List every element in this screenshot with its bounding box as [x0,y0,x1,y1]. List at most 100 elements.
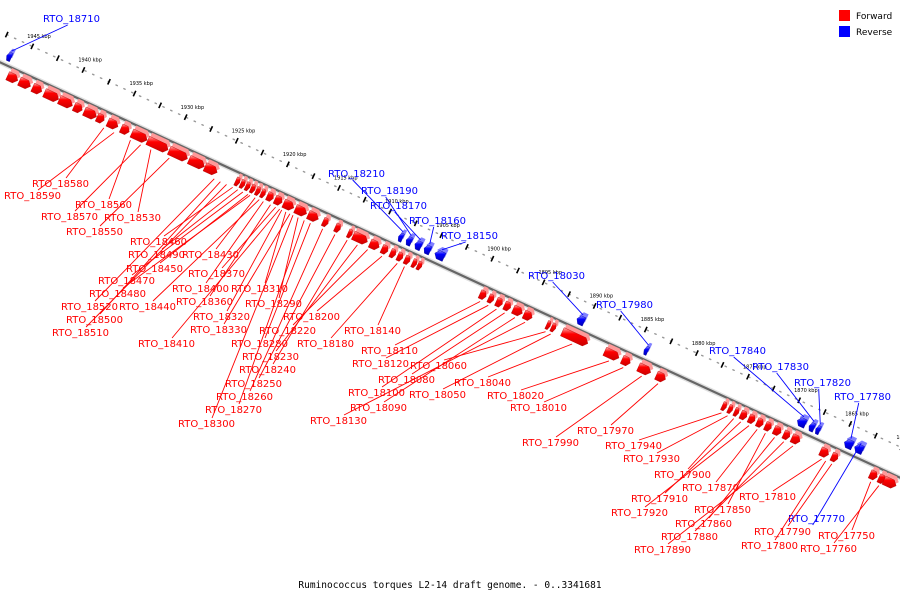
gene-label[interactable]: RTO_18090 [350,403,407,414]
forward-gene-feature[interactable] [57,95,73,109]
reverse-gene-feature[interactable] [6,51,14,62]
forward-gene-feature[interactable] [17,76,31,89]
gene-label[interactable]: RTO_18570 [41,212,98,223]
gene-label[interactable]: RTO_18560 [75,200,132,211]
gene-label[interactable]: RTO_17990 [522,438,579,449]
forward-gene-feature[interactable] [738,409,748,421]
gene-label[interactable]: RTO_18150 [441,231,498,242]
gene-label[interactable]: RTO_18410 [138,339,195,350]
gene-label[interactable]: RTO_17900 [654,470,711,481]
gene-label[interactable]: RTO_18400 [172,284,229,295]
gene-label[interactable]: RTO_18370 [188,269,245,280]
gene-label[interactable]: RTO_18710 [43,14,100,25]
reverse-gene-feature[interactable] [808,422,817,433]
reverse-gene-feature[interactable] [643,345,650,356]
forward-gene-feature[interactable] [818,446,829,458]
forward-gene-feature[interactable] [259,188,266,199]
gene-label[interactable]: RTO_18520 [61,302,118,313]
forward-gene-feature[interactable] [265,191,274,202]
gene-label[interactable]: RTO_17970 [577,426,634,437]
reverse-gene-feature[interactable] [797,417,808,429]
gene-label[interactable]: RTO_18190 [361,186,418,197]
forward-gene-feature[interactable] [248,183,256,194]
forward-gene-feature[interactable] [5,71,19,84]
forward-gene-feature[interactable] [293,204,307,217]
forward-gene-feature[interactable] [789,433,801,445]
gene-label[interactable]: RTO_18120 [352,359,409,370]
gene-label[interactable]: RTO_18430 [182,250,239,261]
reverse-gene-feature[interactable] [576,315,587,327]
forward-gene-feature[interactable] [521,309,533,321]
forward-gene-feature[interactable] [379,244,389,255]
gene-label[interactable]: RTO_17830 [752,362,809,373]
gene-label[interactable]: RTO_17780 [834,392,891,403]
forward-gene-feature[interactable] [42,88,59,102]
forward-gene-feature[interactable] [402,254,411,265]
forward-gene-feature[interactable] [781,429,790,441]
gene-label[interactable]: RTO_18130 [310,416,367,427]
forward-gene-feature[interactable] [726,404,734,414]
gene-label[interactable]: RTO_18140 [344,326,401,337]
gene-label[interactable]: RTO_18500 [66,315,123,326]
gene-label[interactable]: RTO_17850 [694,505,751,516]
forward-gene-feature[interactable] [881,475,897,489]
forward-gene-feature[interactable] [351,230,368,245]
gene-label[interactable]: RTO_18280 [231,339,288,350]
forward-gene-feature[interactable] [720,401,728,412]
gene-label[interactable]: RTO_18040 [454,378,511,389]
forward-gene-feature[interactable] [754,417,764,428]
gene-label[interactable]: RTO_18260 [216,392,273,403]
forward-gene-feature[interactable] [30,82,43,95]
forward-gene-feature[interactable] [105,117,119,130]
gene-label[interactable]: RTO_17930 [623,454,680,465]
forward-gene-feature[interactable] [202,162,218,176]
forward-gene-feature[interactable] [145,136,169,153]
forward-gene-feature[interactable] [602,346,620,361]
gene-label[interactable]: RTO_18470 [98,276,155,287]
gene-label[interactable]: RTO_18580 [32,179,89,190]
forward-gene-feature[interactable] [395,251,404,262]
gene-label[interactable]: RTO_17760 [800,544,857,555]
gene-label[interactable]: RTO_18030 [528,271,585,282]
forward-gene-feature[interactable] [367,238,380,251]
gene-label[interactable]: RTO_18320 [193,312,250,323]
reverse-gene-feature[interactable] [844,439,855,451]
forward-gene-feature[interactable] [829,451,839,463]
forward-gene-feature[interactable] [306,210,319,222]
reverse-gene-feature[interactable] [397,232,405,243]
gene-label[interactable]: RTO_18160 [409,216,466,227]
forward-gene-feature[interactable] [186,155,205,170]
forward-gene-feature[interactable] [345,228,353,239]
forward-gene-feature[interactable] [118,123,130,135]
gene-label[interactable]: RTO_18310 [231,284,288,295]
gene-label[interactable]: RTO_18510 [52,328,109,339]
gene-label[interactable]: RTO_18230 [242,352,299,363]
forward-gene-feature[interactable] [82,106,97,120]
reverse-gene-feature[interactable] [414,240,424,252]
gene-label[interactable]: RTO_17840 [709,346,766,357]
forward-gene-feature[interactable] [619,354,631,367]
forward-gene-feature[interactable] [415,260,423,271]
forward-gene-feature[interactable] [732,406,740,417]
forward-gene-feature[interactable] [129,128,148,143]
gene-label[interactable]: RTO_18250 [225,379,282,390]
forward-gene-feature[interactable] [549,322,557,333]
gene-label[interactable]: RTO_17750 [818,531,875,542]
reverse-gene-feature[interactable] [815,425,822,436]
gene-label[interactable]: RTO_18240 [239,365,296,376]
gene-label[interactable]: RTO_17810 [739,492,796,503]
gene-label[interactable]: RTO_18100 [348,388,405,399]
gene-label[interactable]: RTO_18010 [510,403,567,414]
gene-label[interactable]: RTO_17860 [675,519,732,530]
forward-gene-feature[interactable] [388,248,396,259]
gene-label[interactable]: RTO_18110 [361,346,418,357]
forward-gene-feature[interactable] [511,304,523,317]
forward-gene-feature[interactable] [272,194,283,206]
gene-label[interactable]: RTO_17980 [596,300,653,311]
forward-gene-feature[interactable] [763,421,772,432]
reverse-gene-feature[interactable] [434,250,447,262]
forward-gene-feature[interactable] [771,425,782,436]
forward-gene-feature[interactable] [71,102,83,114]
gene-label[interactable]: RTO_17870 [682,483,739,494]
gene-label[interactable]: RTO_18170 [370,201,427,212]
